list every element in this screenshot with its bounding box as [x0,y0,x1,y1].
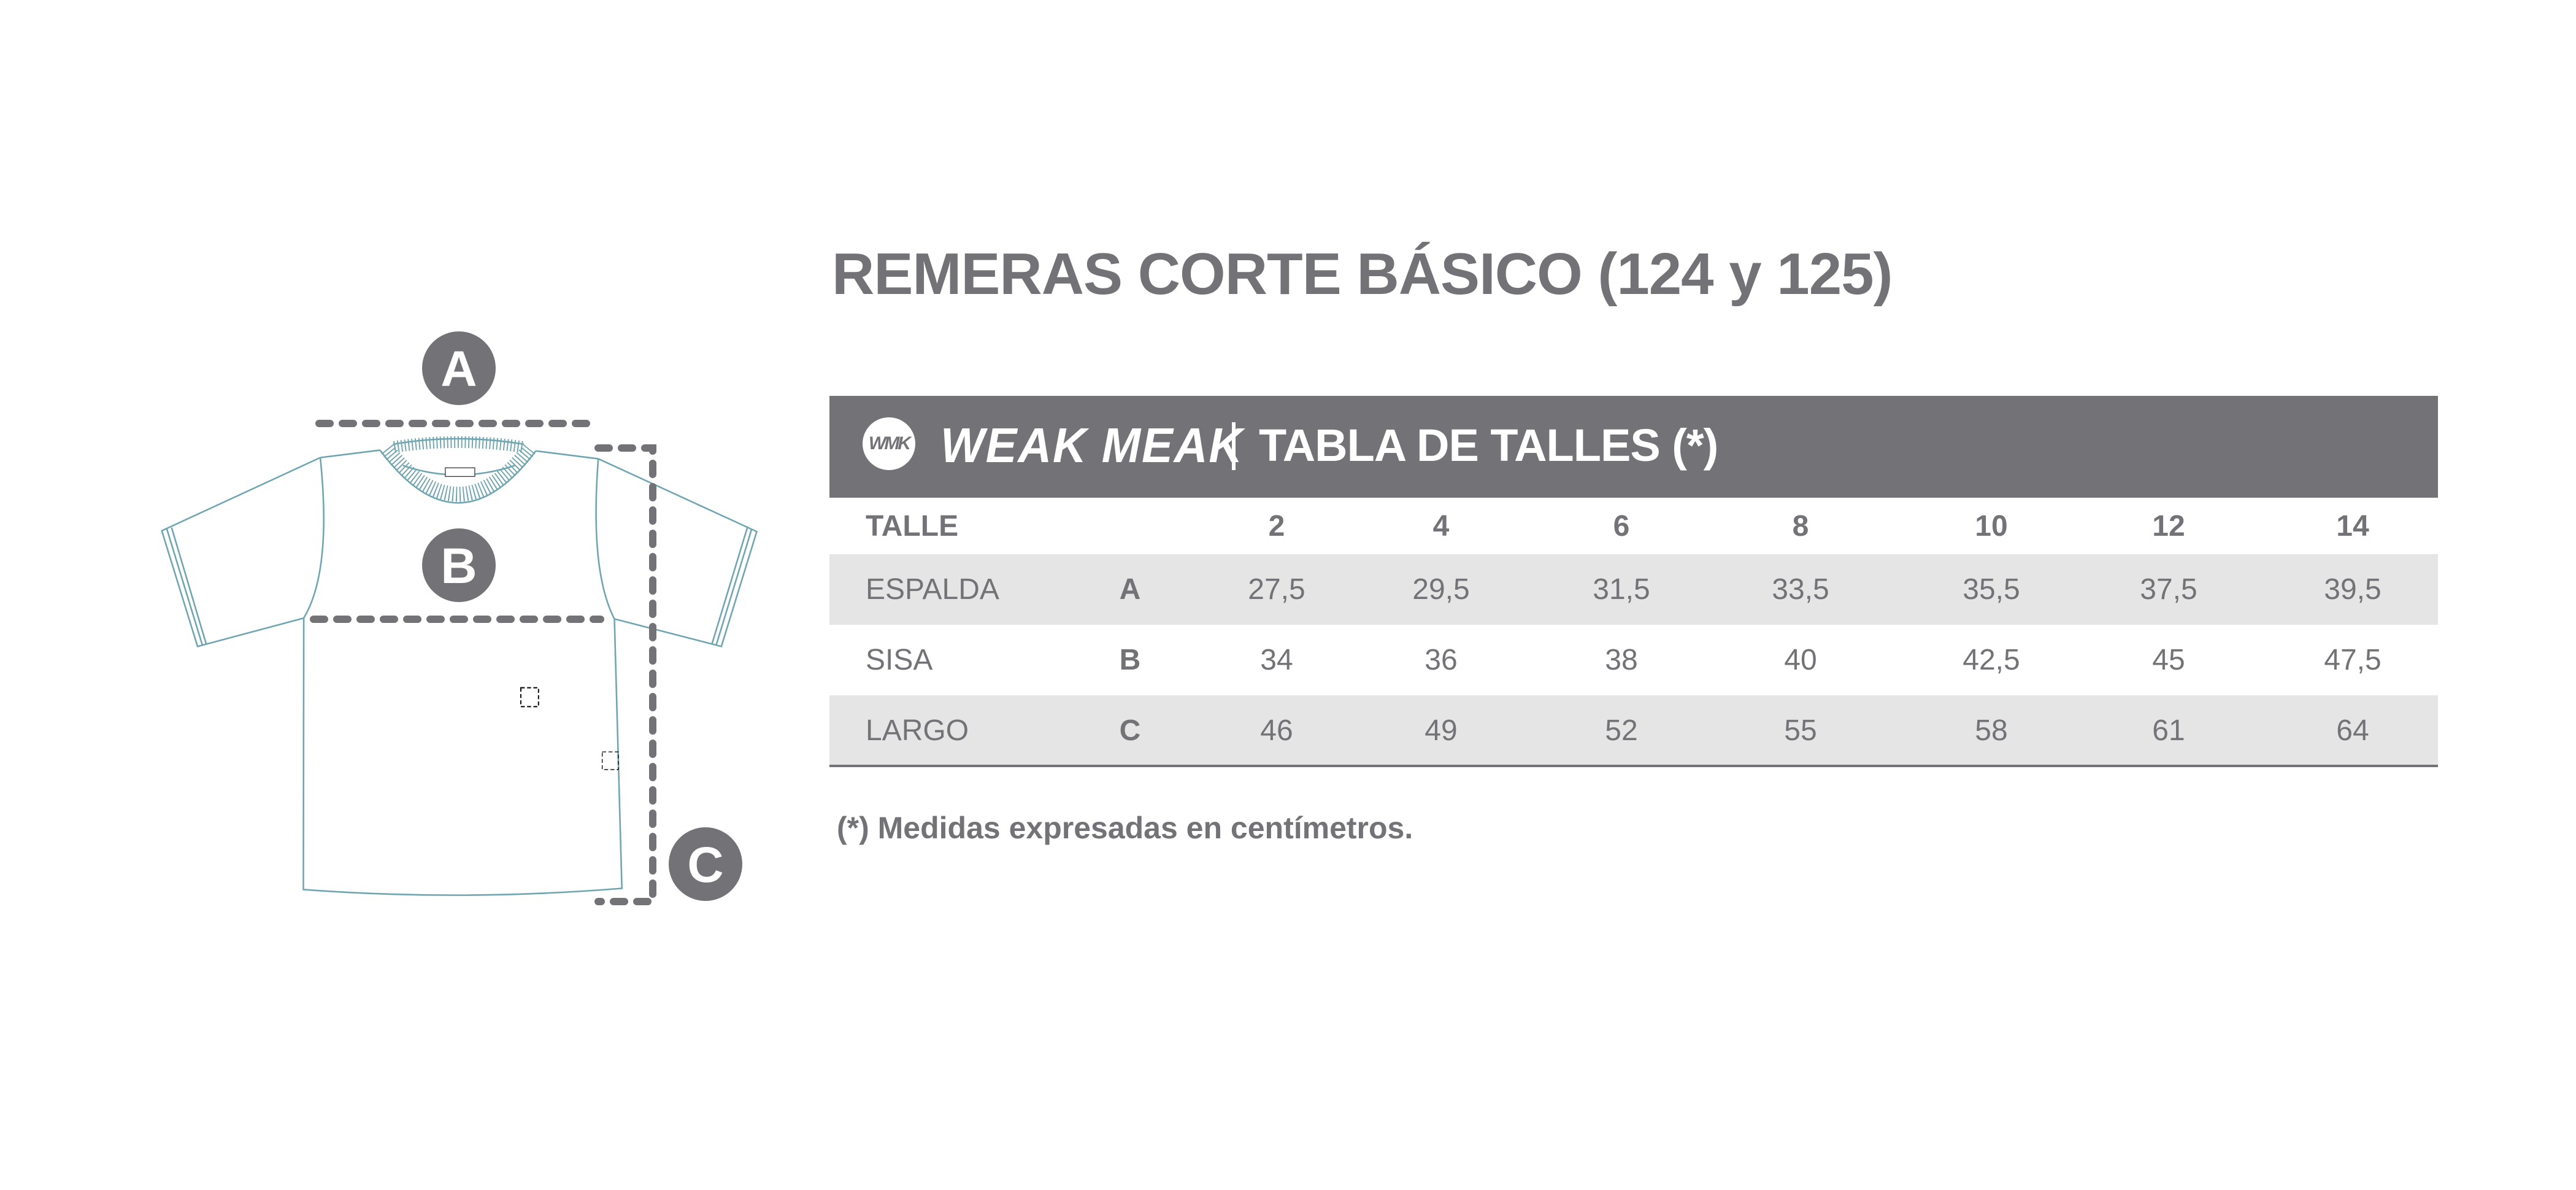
table-row: SISA B 34 36 38 40 42,5 45 47,5 [829,625,2438,695]
measure-value: 61 [2152,714,2185,747]
row-label: ESPALDA [866,573,999,606]
measure-value: 58 [1975,714,2008,747]
measure-value: 35,5 [1963,573,2020,606]
marker-c: C [669,827,742,901]
brand-logo: WMK [863,417,915,470]
measure-value: 38 [1605,644,1638,676]
size-header: 6 [1613,509,1630,543]
size-header: 10 [1975,509,2008,543]
measure-value: 49 [1424,714,1458,747]
svg-text:B: B [440,538,477,594]
right-armhole [595,458,615,620]
table-header-bar [829,396,2438,498]
row-key: B [1119,644,1141,676]
dashed-square [520,687,539,708]
table-row: LARGO C 46 49 52 55 58 61 64 [829,695,2438,766]
measure-value: 40 [1784,644,1817,676]
row-key: A [1119,573,1141,606]
measure-value: 45 [2152,644,2185,676]
header-divider [1232,422,1236,470]
measure-value: 46 [1260,714,1293,747]
measure-value: 33,5 [1772,573,1829,606]
row-label: LARGO [866,714,969,747]
left-sleeve [161,457,321,647]
row-key: C [1119,714,1141,747]
row-label: SISA [866,644,933,676]
measure-value: 27,5 [1248,573,1305,606]
left-armhole [303,457,325,619]
measure-value: 55 [1784,714,1817,747]
page-title: REMERAS CORTE BÁSICO (124 y 125) [832,241,1893,307]
measure-value: 64 [2336,714,2369,747]
marker-a: A [422,331,496,405]
measure-value: 47,5 [2324,644,2382,676]
table-row: ESPALDA A 27,5 29,5 31,5 33,5 35,5 37,5 39,5 [829,554,2438,625]
collar-back [393,436,524,453]
svg-text:A: A [440,341,477,397]
size-header: 8 [1792,509,1809,543]
marker-b: B [422,528,496,602]
brand-name: WEAK MEAK [940,418,1244,473]
table-bottom-rule [829,765,2438,767]
size-header: 14 [2336,509,2369,543]
table-title: TABLA DE TALLES (*) [1259,420,1718,471]
measure-value: 31,5 [1593,573,1650,606]
dashed-square [601,751,619,770]
measure-value: 39,5 [2324,573,2382,606]
svg-text:C: C [687,837,723,893]
header-label: TALLE [866,509,959,543]
measure-value: 36 [1424,644,1458,676]
measure-value: 37,5 [2140,573,2197,606]
size-header: 2 [1268,509,1285,543]
measure-value: 34 [1260,644,1293,676]
measure-line-c [594,444,656,905]
size-header: 12 [2152,509,2185,543]
measure-value: 42,5 [1963,644,2020,676]
measure-value: 29,5 [1412,573,1470,606]
size-header: 4 [1432,509,1450,543]
shirt-shoulders [320,449,599,460]
measure-value: 52 [1605,714,1638,747]
right-sleeve [598,458,758,647]
shirt-body [302,618,623,896]
neck-label [445,467,475,477]
table-header-row: TALLE 2 4 6 8 10 12 14 [829,498,2438,554]
footnote: (*) Medidas expresadas en centímetros. [837,811,1413,845]
